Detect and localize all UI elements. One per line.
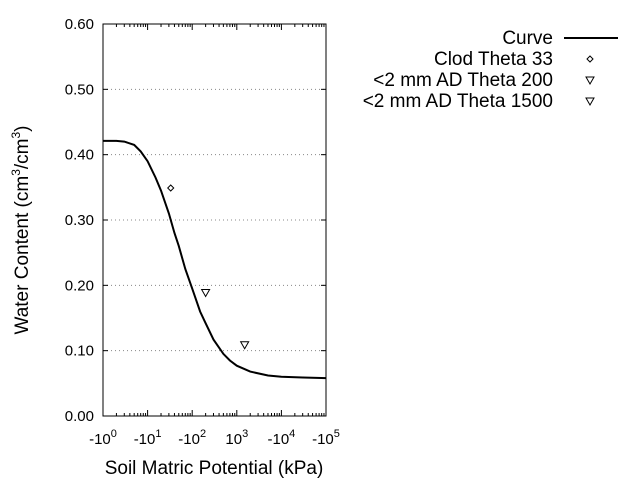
y-tick-label: 0.30 [65,212,94,229]
data-point-triangle-down [200,289,211,298]
legend-marker-swatch [585,76,595,86]
legend-label: <2 mm AD Theta 1500 [363,91,553,112]
x-axis-title: Soil Matric Potential (kPa) [105,458,324,479]
x-tick-label: -105 [312,428,340,448]
legend-label: Curve [502,28,553,49]
y-tick-label: 0.00 [65,408,94,425]
x-tick-label: -100 [89,428,117,448]
y-tick-label: 0.60 [65,16,94,33]
plot-frame [102,23,327,417]
y-axis-title: Water Content (cm3/cm3) [9,125,33,334]
x-tick-label: 103 [225,428,248,448]
x-axis: -100 -101 -102 103 -104 -105 [89,24,340,448]
x-tick-label: -104 [267,428,295,448]
y-axis: 0.00 0.10 0.20 0.30 0.40 0.50 0.60 [65,16,326,425]
legend-label: Clod Theta 33 [434,49,553,70]
series-layer [103,139,327,380]
x-tick-label: -101 [134,428,162,448]
y-tick-label: 0.20 [65,277,94,294]
curve-line [103,139,327,380]
x-tick-label: -102 [178,428,206,448]
legend-marker-swatch [585,97,595,107]
legend-label: <2 mm AD Theta 200 [373,70,553,91]
legend-marker-swatch [586,55,594,63]
data-point-triangle-down [239,341,250,350]
y-tick-label: 0.10 [65,343,94,360]
grid-lines [103,88,326,352]
y-tick-label: 0.40 [65,147,94,164]
data-point-diamond [167,184,175,192]
y-tick-label: 0.50 [65,81,94,98]
